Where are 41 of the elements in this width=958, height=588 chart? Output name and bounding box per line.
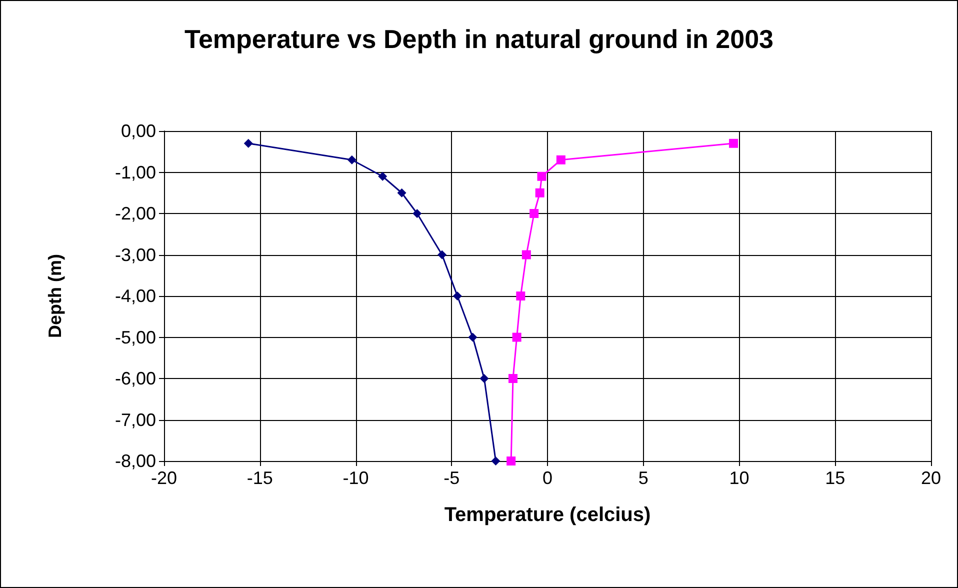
- x-axis-title: Temperature (celcius): [444, 504, 651, 526]
- x-tick-label: 0: [542, 468, 553, 488]
- y-tick-label: -1,00: [114, 162, 156, 182]
- point: [452, 292, 462, 300]
- x-tick-label: 20: [920, 468, 942, 488]
- point: [347, 155, 356, 164]
- point: [506, 456, 516, 466]
- point: [480, 374, 489, 383]
- point: [438, 250, 447, 260]
- chart-title: Temperature vs Depth in natural ground in 2003: [184, 24, 774, 54]
- point: [522, 250, 531, 260]
- point: [516, 292, 526, 300]
- point: [728, 138, 738, 148]
- point: [378, 172, 388, 181]
- x-tick-label: 5: [638, 468, 648, 488]
- point: [491, 456, 500, 466]
- y-tick-label: -5,00: [114, 327, 156, 348]
- y-tick-label: -4,00: [114, 286, 156, 306]
- point: [535, 188, 544, 198]
- y-tick-label: -3,00: [114, 244, 156, 265]
- point: [512, 332, 522, 342]
- point: [537, 172, 546, 181]
- x-tick-label: 10: [729, 468, 750, 488]
- point: [556, 155, 566, 164]
- point: [530, 209, 539, 218]
- x-tick-label: -20: [150, 468, 178, 488]
- y-axis-title: Depth (m): [45, 254, 65, 338]
- x-tick-label: 15: [825, 468, 846, 488]
- point: [468, 332, 478, 342]
- x-tick-label: -5: [444, 468, 460, 488]
- y-tick-label: -6,00: [114, 368, 156, 388]
- y-tick-label: -8,00: [114, 451, 156, 471]
- point: [412, 209, 422, 218]
- y-tick-label: -2,00: [114, 204, 156, 224]
- point: [397, 188, 406, 198]
- y-tick-label: -7,00: [114, 410, 156, 430]
- x-tick-label: -15: [246, 468, 273, 488]
- y-tick-label: 0,00: [120, 121, 156, 141]
- point: [244, 138, 253, 148]
- point: [508, 374, 518, 383]
- x-tick-label: -10: [342, 468, 369, 488]
